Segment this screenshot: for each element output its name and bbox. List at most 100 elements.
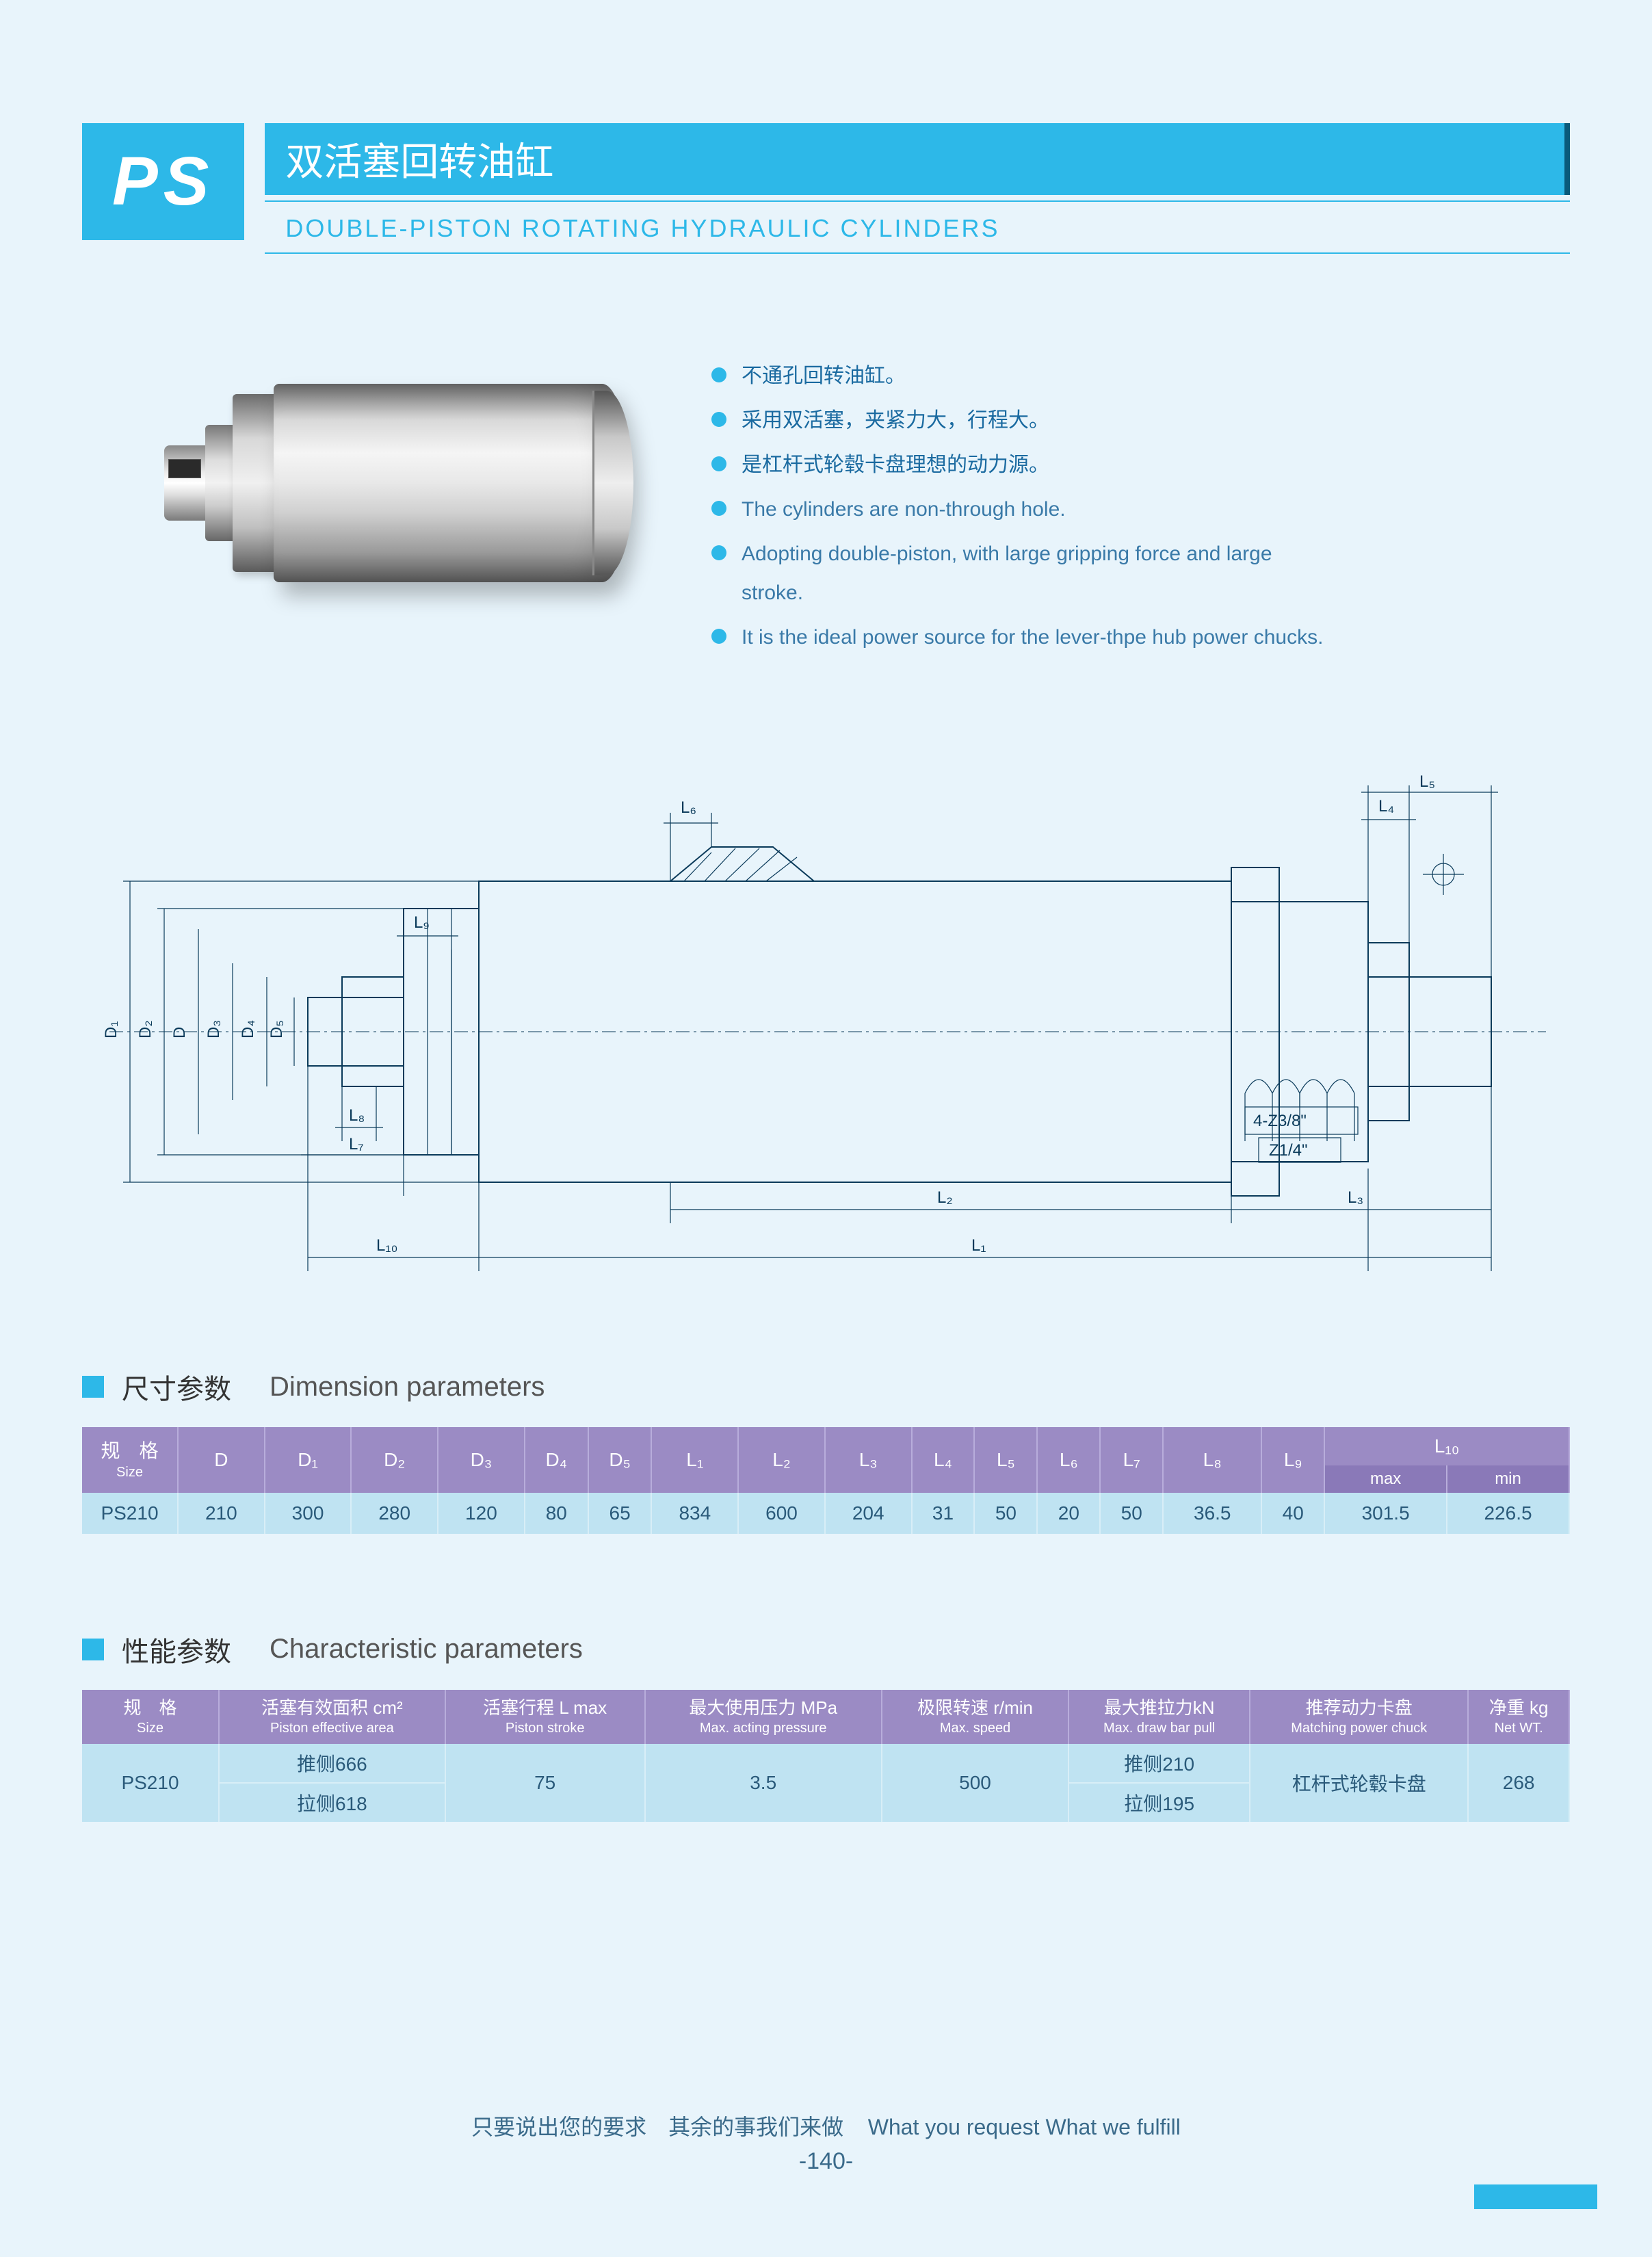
td2-pull-push: 推侧210	[1069, 1744, 1249, 1784]
th2-speed-en: Max. speed	[885, 1719, 1065, 1737]
bullet-en-2: Adopting double-piston, with large gripp…	[711, 534, 1327, 612]
svg-text:L₄: L₄	[1378, 797, 1394, 816]
bullet-cn-1: 不通孔回转油缸。	[711, 356, 1327, 395]
dimension-table: 规 格 Size D D₁ D₂ D₃ D₄ D₅ L₁ L₂ L₃ L₄ L₅…	[82, 1427, 1570, 1534]
svg-text:L₆: L₆	[681, 798, 696, 817]
feature-bullets: 不通孔回转油缸。 采用双活塞，夹紧力大，行程大。 是杠杆式轮毂卡盘理想的动力源。…	[711, 356, 1327, 662]
th2-area-en: Piston effective area	[222, 1719, 442, 1737]
td-L4: 31	[912, 1493, 975, 1534]
td2-pull-pull: 拉侧195	[1069, 1784, 1249, 1822]
footer-accent-bar	[1474, 2184, 1597, 2209]
svg-text:L₇: L₇	[349, 1135, 364, 1153]
th-L2: L₂	[738, 1427, 825, 1493]
th-D1: D₁	[265, 1427, 352, 1493]
td-L5: 50	[974, 1493, 1037, 1534]
title-block: 双活塞回转油缸 DOUBLE-PISTON ROTATING HYDRAULIC…	[265, 123, 1570, 254]
page-number: -140-	[0, 2148, 1652, 2175]
th-L6: L₆	[1037, 1427, 1100, 1493]
section1-title-en: Dimension parameters	[270, 1372, 545, 1403]
td-L6: 20	[1037, 1493, 1100, 1534]
bullet-en-3: It is the ideal power source for the lev…	[711, 618, 1327, 657]
title-divider	[265, 252, 1570, 254]
th-size-cn: 规 格	[101, 1440, 158, 1461]
svg-text:D₂: D₂	[136, 1020, 155, 1039]
td2-stroke: 75	[445, 1744, 645, 1822]
cylinder-nameplate	[168, 459, 201, 478]
th2-stroke-cn: 活塞行程 L max	[483, 1697, 607, 1718]
svg-text:L₁₀: L₁₀	[376, 1236, 397, 1255]
td2-area-push: 推侧666	[220, 1744, 445, 1784]
td2-speed: 500	[882, 1744, 1068, 1822]
td2-press: 3.5	[645, 1744, 882, 1822]
td2-area-pull: 拉侧618	[220, 1784, 445, 1822]
th-D5: D₅	[588, 1427, 652, 1493]
svg-text:D₅: D₅	[267, 1020, 286, 1039]
section2-title-cn: 性能参数	[122, 1630, 231, 1669]
td-L10min: 226.5	[1447, 1493, 1569, 1534]
technical-drawing: 4-Z3/8" Z1/4" D₁ D₂ D D₃ D₄ D₅	[82, 772, 1570, 1299]
table-row: PS210 210 300 280 120 80 65 834 600 204 …	[82, 1493, 1569, 1534]
bullet-cn-3: 是杠杆式轮毂卡盘理想的动力源。	[711, 445, 1327, 484]
svg-text:D₁: D₁	[102, 1021, 120, 1039]
td-L1: 834	[651, 1493, 738, 1534]
td-L7: 50	[1100, 1493, 1163, 1534]
table-row: PS210 推侧666 拉侧618 75 3.5 500 推侧210 拉侧195…	[82, 1744, 1569, 1822]
cylinder-end-ring	[592, 391, 633, 575]
footer-tagline-cn: 只要说出您的要求 其余的事我们来做	[471, 2115, 843, 2139]
cylinder-body	[274, 384, 629, 582]
th2-press-en: Max. acting pressure	[648, 1719, 878, 1737]
th-L10: L₁₀	[1324, 1427, 1569, 1465]
section1-title-cn: 尺寸参数	[122, 1367, 231, 1407]
th-D: D	[178, 1427, 265, 1493]
section2-title-en: Characteristic parameters	[270, 1634, 583, 1665]
svg-text:L₂: L₂	[937, 1188, 953, 1207]
td-D2: 280	[351, 1493, 438, 1534]
th-L5: L₅	[974, 1427, 1037, 1493]
td-D3: 120	[438, 1493, 525, 1534]
th-D2: D₂	[351, 1427, 438, 1493]
th2-stroke-en: Piston stroke	[449, 1719, 642, 1737]
th-L7: L₇	[1100, 1427, 1163, 1493]
td-L9: 40	[1261, 1493, 1324, 1534]
table-header-row: 规 格 Size 活塞有效面积 cm² Piston effective are…	[82, 1690, 1569, 1745]
product-section: 不通孔回转油缸。 采用双活塞，夹紧力大，行程大。 是杠杆式轮毂卡盘理想的动力源。…	[82, 356, 1570, 662]
th2-size-en: Size	[85, 1719, 215, 1737]
th2-chuck-cn: 推荐动力卡盘	[1306, 1697, 1413, 1718]
th2-speed-cn: 极限转速 r/min	[917, 1697, 1033, 1718]
section-header-characteristics: 性能参数 Characteristic parameters	[82, 1630, 1570, 1669]
section-marker-icon	[82, 1639, 104, 1660]
th-L9: L₉	[1261, 1427, 1324, 1493]
td-L3: 204	[825, 1493, 912, 1534]
title-chinese: 双活塞回转油缸	[265, 123, 1570, 195]
th-D4: D₄	[525, 1427, 588, 1493]
th-size-en: Size	[85, 1463, 174, 1481]
td-D1: 300	[265, 1493, 352, 1534]
td-L8: 36.5	[1163, 1493, 1261, 1534]
td-L10max: 301.5	[1324, 1493, 1447, 1534]
port-label-2: Z1/4"	[1269, 1141, 1308, 1160]
svg-text:L₉: L₉	[414, 913, 430, 932]
page-footer: 只要说出您的要求 其余的事我们来做 What you request What …	[0, 2110, 1652, 2175]
td-size: PS210	[82, 1493, 178, 1534]
td2-wt: 268	[1468, 1744, 1569, 1822]
td-D4: 80	[525, 1493, 588, 1534]
td2-pull: 推侧210 拉侧195	[1068, 1744, 1250, 1822]
th2-pull-cn: 最大推拉力kN	[1104, 1697, 1215, 1718]
bullet-cn-2: 采用双活塞，夹紧力大，行程大。	[711, 401, 1327, 440]
td-L2: 600	[738, 1493, 825, 1534]
th-L8: L₈	[1163, 1427, 1261, 1493]
svg-text:D: D	[170, 1027, 189, 1039]
th2-area-cn: 活塞有效面积 cm²	[261, 1697, 403, 1718]
section-header-dimensions: 尺寸参数 Dimension parameters	[82, 1367, 1570, 1407]
characteristic-table: 规 格 Size 活塞有效面积 cm² Piston effective are…	[82, 1690, 1570, 1823]
svg-text:D₃: D₃	[205, 1020, 223, 1039]
th-max: max	[1324, 1465, 1447, 1492]
header: PS 双活塞回转油缸 DOUBLE-PISTON ROTATING HYDRAU…	[82, 123, 1570, 254]
th-min: min	[1447, 1465, 1569, 1492]
th-D3: D₃	[438, 1427, 525, 1493]
svg-text:L₁: L₁	[971, 1236, 986, 1255]
th2-chuck-en: Matching power chuck	[1253, 1719, 1465, 1737]
section-marker-icon	[82, 1376, 104, 1398]
td2-chuck: 杠杆式轮毂卡盘	[1250, 1744, 1468, 1822]
th-L4: L₄	[912, 1427, 975, 1493]
